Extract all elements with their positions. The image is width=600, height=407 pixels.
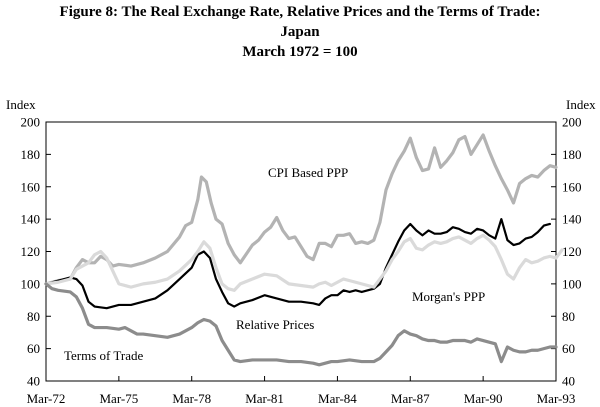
annotation-cpi-based-ppp: CPI Based PPP bbox=[268, 165, 348, 180]
chart-title-line-2: Japan bbox=[280, 24, 320, 40]
y-left-tick-label: 180 bbox=[21, 147, 41, 162]
x-tick-label: Mar-72 bbox=[27, 391, 66, 406]
series-line-terms-of-trade bbox=[44, 282, 558, 367]
x-tick-label: Mar-84 bbox=[318, 391, 357, 406]
y-axis-right: 40 60 80 100 120 140 160 180 200 bbox=[551, 115, 582, 389]
annotation-relative-prices: Relative Prices bbox=[236, 317, 314, 332]
y-right-tick-label: 140 bbox=[562, 212, 582, 227]
y-left-tick-label: 160 bbox=[21, 179, 41, 194]
y-right-tick-label: 60 bbox=[562, 341, 575, 356]
series-line-real-exchange-rate bbox=[44, 218, 552, 310]
y-right-tick-label: 80 bbox=[562, 309, 575, 324]
chart-title-line-3: March 1972 = 100 bbox=[242, 44, 358, 60]
y-right-tick-label: 40 bbox=[562, 374, 575, 389]
y-axis-right-title: Index bbox=[566, 97, 596, 112]
plot-area-frame bbox=[45, 121, 557, 382]
series-lines bbox=[44, 133, 564, 367]
x-tick-label: Mar-87 bbox=[391, 391, 430, 406]
y-left-tick-label: 80 bbox=[27, 309, 40, 324]
x-tick-label: Mar-90 bbox=[464, 391, 503, 406]
y-left-tick-label: 100 bbox=[21, 276, 41, 291]
chart-title: Figure 8: The Real Exchange Rate, Relati… bbox=[0, 2, 600, 62]
annotation-morgans-ppp: Morgan's PPP bbox=[412, 289, 485, 304]
series-line-morgan-s-ppp bbox=[44, 233, 564, 292]
y-axis-left-title: Index bbox=[6, 97, 36, 112]
y-left-tick-label: 40 bbox=[27, 374, 40, 389]
y-left-tick-label: 140 bbox=[21, 212, 41, 227]
x-tick-label: Mar-75 bbox=[99, 391, 138, 406]
x-tick-label: Mar-93 bbox=[537, 391, 576, 406]
y-right-tick-label: 120 bbox=[562, 244, 582, 259]
x-tick-label: Mar-81 bbox=[245, 391, 284, 406]
y-axis-left: 40 60 80 100 120 140 160 180 200 bbox=[21, 115, 51, 389]
y-right-tick-label: 200 bbox=[562, 115, 582, 130]
annotation-terms-of-trade: Terms of Trade bbox=[64, 348, 143, 363]
y-left-tick-label: 120 bbox=[21, 244, 41, 259]
x-axis: Mar-72 Mar-75 Mar-78 Mar-81 Mar-84 Mar-87 Mar-… bbox=[27, 376, 576, 406]
y-right-tick-label: 100 bbox=[562, 276, 582, 291]
y-right-tick-label: 180 bbox=[562, 147, 582, 162]
series-line-cpi-based-ppp bbox=[44, 133, 558, 286]
y-left-tick-label: 60 bbox=[27, 341, 40, 356]
x-tick-label: Mar-78 bbox=[172, 391, 211, 406]
y-right-tick-label: 160 bbox=[562, 179, 582, 194]
chart-title-line-1: Figure 8: The Real Exchange Rate, Relati… bbox=[59, 4, 541, 20]
y-left-tick-label: 200 bbox=[21, 115, 41, 130]
